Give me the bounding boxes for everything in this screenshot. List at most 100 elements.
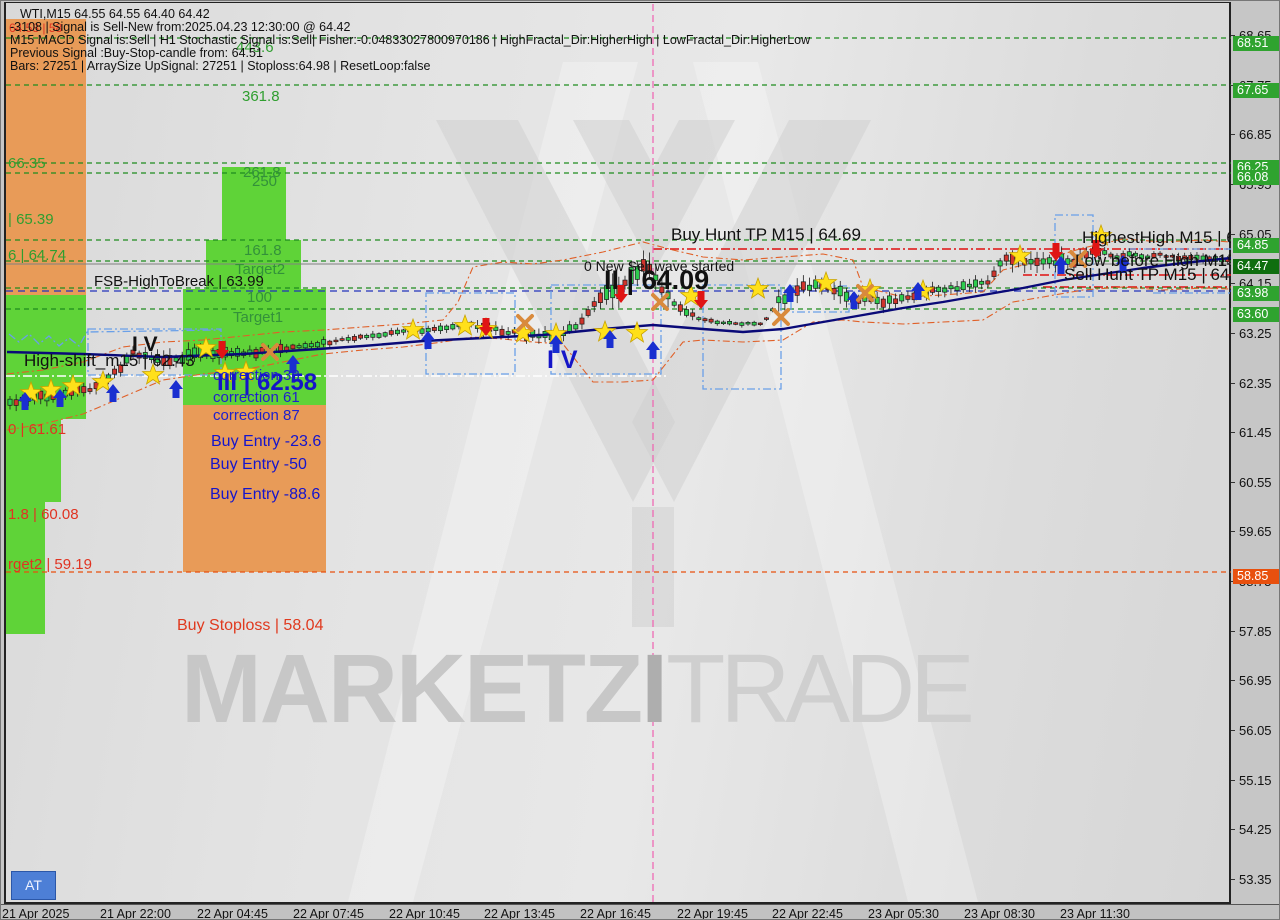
- time-tick-label: 22 Apr 16:45: [580, 907, 651, 920]
- price-axis[interactable]: 68.6567.7566.8565.9565.0564.1563.2562.35…: [1231, 1, 1279, 904]
- buy-arrow-icon: [847, 291, 861, 309]
- price-tick-label: 57.85: [1239, 624, 1272, 639]
- fib-col-2618: 261.8: [243, 164, 281, 181]
- time-tick-label: 22 Apr 19:45: [677, 907, 748, 920]
- time-axis[interactable]: 21 Apr 2025 21 Apr 22:00 22 Apr 04:45 22 Ap…: [1, 904, 1279, 920]
- fib-left-6161: 0 | 61.61: [8, 421, 67, 438]
- buy-stoploss: Buy Stoploss | 58.04: [177, 617, 324, 634]
- time-tick-label: 23 Apr 11:30: [1060, 907, 1130, 920]
- at-button[interactable]: AT: [11, 871, 56, 900]
- star-signal-icon: [141, 362, 165, 385]
- fib-orange-zone: [6, 19, 86, 295]
- buy-arrow-icon: [646, 341, 660, 359]
- buy-arrow-icon: [106, 384, 120, 402]
- brand-logo-watermark: [573, 120, 735, 272]
- fib-col-3618: 361.8: [242, 88, 280, 105]
- price-badge-67.65: 67.65: [1233, 83, 1279, 98]
- hidden-red-label: 64.58 | 58: [9, 21, 63, 35]
- price-tick-label: 53.35: [1239, 872, 1272, 887]
- buy-arrow-icon: [549, 335, 563, 353]
- brand-logo-watermark: [632, 120, 871, 502]
- star-signal-icon: [19, 380, 43, 403]
- moving-average-line: [6, 256, 1232, 359]
- correction-87: correction 87: [213, 407, 300, 424]
- new-sell-wave: 0 New Sell wave started: [584, 258, 735, 274]
- star-signal-icon: [401, 317, 425, 340]
- fib-left-5919: rget2 | 59.19: [8, 556, 92, 573]
- price-badge-64.85: 64.85: [1233, 238, 1279, 253]
- fib-col-1618: 161.8: [244, 242, 282, 259]
- header-line-1: WTI,M15 64.55 64.55 64.40 64.42: [20, 7, 210, 21]
- price-tick-label: 62.35: [1239, 376, 1272, 391]
- correction-38: correction 38: [213, 367, 300, 384]
- correction-61: correction 61: [213, 389, 300, 406]
- price-badge-68.51: 68.51: [1233, 36, 1279, 51]
- fib-col-250: 250: [252, 173, 278, 190]
- star-signal-icon: [814, 270, 838, 293]
- fib-col-4436: 443.6: [236, 39, 274, 56]
- watermark: MARKETZITRADE: [181, 633, 1101, 745]
- price-badge-63.60: 63.60: [1233, 307, 1279, 322]
- wave-iv-mid: I V: [547, 346, 578, 374]
- time-tick-label: 22 Apr 22:45: [772, 907, 843, 920]
- fib-green-zone: [6, 502, 45, 634]
- fib-left-6539: | 65.39: [8, 211, 54, 228]
- fib-green-zone: [222, 167, 286, 240]
- star-signal-icon: [234, 359, 258, 382]
- buy-entry-236: Buy Entry -23.6: [211, 433, 322, 450]
- fib-col-target2: Target2: [235, 261, 286, 278]
- star-signal-icon: [91, 369, 115, 392]
- low-before-high: Low before High M15: [1075, 251, 1236, 270]
- star-signal-icon: [1089, 223, 1113, 246]
- price-tick-label: 61.45: [1239, 425, 1272, 440]
- time-tick-label: 22 Apr 04:45: [197, 907, 268, 920]
- watermark-bar: I: [641, 634, 668, 743]
- buy-arrow-icon: [1054, 256, 1068, 274]
- watermark-bold: MARKETZ: [181, 634, 643, 743]
- buy-arrow-icon: [1116, 255, 1130, 273]
- wave-iv-left: I V: [132, 333, 158, 356]
- price-tick-label: 66.85: [1239, 127, 1272, 142]
- consolidation-box: [702, 284, 782, 390]
- star-signal-icon: [61, 373, 85, 396]
- wave-iii: III | 62.58: [217, 369, 318, 396]
- fib-left-6008: 1.8 | 60.08: [8, 506, 79, 523]
- price-tick-label: 56.05: [1239, 723, 1272, 738]
- consolidation-box: [550, 284, 662, 375]
- price-tick-label: 54.25: [1239, 822, 1272, 837]
- buy-arrow-icon: [169, 380, 183, 398]
- price-badge-64.47: 64.47: [1233, 259, 1279, 274]
- header-line-4: Previous Signal :Buy-Stop-candle from: 6…: [10, 46, 263, 60]
- star-signal-icon: [194, 335, 218, 358]
- header-line-5: Bars: 27251 | ArraySize UpSignal: 27251 …: [10, 59, 431, 73]
- fsb-high-to-break: FSB-HighToBreak | 63.99: [94, 273, 264, 290]
- time-tick-label: 21 Apr 2025: [2, 907, 70, 920]
- header-line-2: -3108 | Signal is Sell-New from:2025.04.…: [10, 20, 351, 34]
- price-tick-label: 63.25: [1239, 326, 1272, 341]
- fib-left-6474: 6 | 64.74: [8, 247, 67, 264]
- price-badge-63.98: 63.98: [1233, 286, 1279, 301]
- buy-hunt-tp: Buy Hunt TP M15 | 64.69: [671, 225, 861, 244]
- buy-entry-886: Buy Entry -88.6: [210, 486, 321, 503]
- buy-arrow-icon: [286, 355, 300, 373]
- time-tick-label: 23 Apr 08:30: [964, 907, 1035, 920]
- sell-hunt-tp: Sell Hunt TP M15 | 64.6: [1064, 265, 1236, 284]
- watermark-light: TRADE: [666, 634, 975, 743]
- fib-col-target1: Target1: [233, 309, 284, 326]
- time-tick-label: 22 Apr 07:45: [293, 907, 364, 920]
- envelope-lower: [6, 286, 1232, 431]
- sell-arrow-icon: [479, 318, 493, 336]
- star-signal-icon: [39, 377, 63, 400]
- price-tick-label: 60.55: [1239, 475, 1272, 490]
- chart-annotations-layer: 64.58 | 58 66.35 | 65.39 6 | 64.74 0 | 61.61…: [6, 3, 1236, 906]
- fib-green-zone: [6, 419, 61, 502]
- chart-plot-area[interactable]: 64.58 | 58 66.35 | 65.39 6 | 64.74 0 | 61.61…: [4, 2, 1236, 905]
- star-signal-icon: [213, 360, 237, 383]
- high-shift: High-shift_m15 | 62.43: [24, 351, 195, 370]
- buy-arrow-icon: [421, 331, 435, 349]
- buy-arrow-icon: [911, 282, 925, 300]
- buy-entry-50: Buy Entry -50: [210, 456, 307, 473]
- price-tick-label: 56.95: [1239, 673, 1272, 688]
- wave-ii: II | 64.09: [604, 265, 710, 295]
